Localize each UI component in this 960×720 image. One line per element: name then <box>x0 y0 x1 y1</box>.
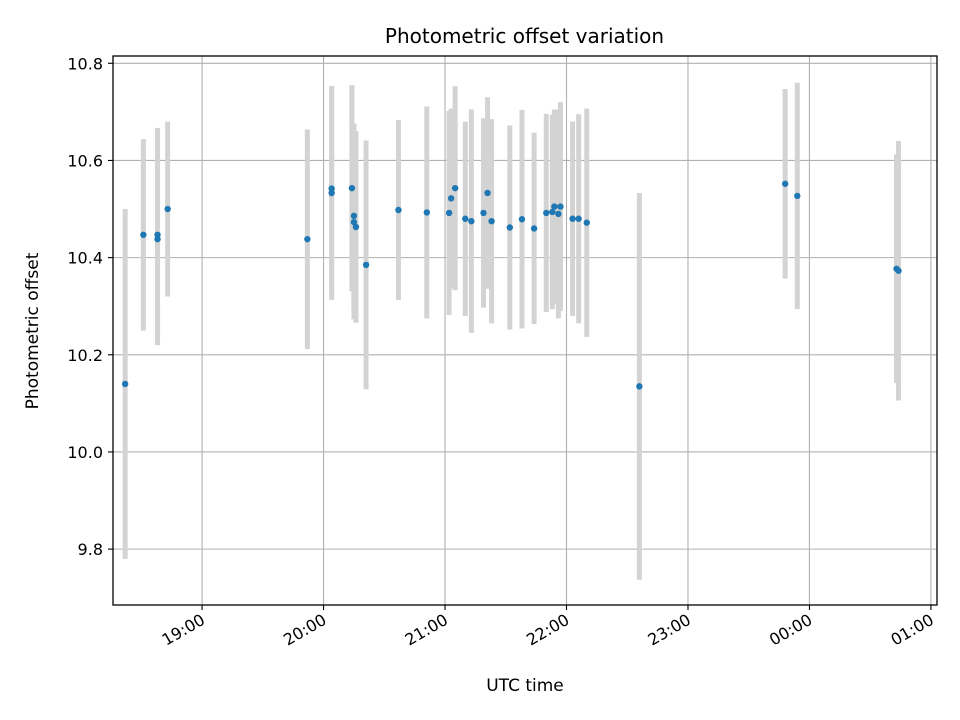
data-point <box>530 225 538 232</box>
data-point <box>447 195 455 202</box>
point-layer <box>121 180 902 390</box>
data-point <box>551 203 558 210</box>
data-point <box>468 217 475 225</box>
data-point <box>636 383 643 390</box>
data-point <box>480 209 487 217</box>
data-point <box>543 209 550 217</box>
data-point <box>555 210 562 218</box>
data-point <box>362 261 370 269</box>
plot-frame <box>112 55 938 606</box>
data-point <box>575 215 582 222</box>
data-point <box>328 185 335 192</box>
data-point <box>423 209 431 216</box>
data-point <box>506 224 514 231</box>
data-point <box>348 184 356 192</box>
data-point <box>484 189 491 197</box>
y-tick-label: 10.2 <box>67 346 103 365</box>
data-point <box>154 231 161 238</box>
data-point <box>350 212 358 220</box>
data-point <box>583 219 590 226</box>
data-point <box>352 223 360 231</box>
data-point <box>328 189 335 197</box>
chart-title: Photometric offset variation <box>385 24 664 48</box>
data-point <box>451 184 459 192</box>
data-point <box>557 203 564 210</box>
y-axis-title: Photometric offset <box>23 252 43 409</box>
data-point <box>794 192 801 200</box>
data-point <box>462 215 469 222</box>
data-point <box>154 235 161 243</box>
y-tick-label: 10.0 <box>67 443 103 462</box>
y-tick-label: 10.6 <box>67 151 103 170</box>
data-point <box>518 216 526 223</box>
grid-layer <box>113 56 937 605</box>
y-tick-label: 10.4 <box>67 249 103 268</box>
data-point <box>350 218 358 226</box>
data-point <box>549 208 556 216</box>
data-point <box>781 180 789 187</box>
x-axis-title: UTC time <box>486 676 564 696</box>
data-point <box>164 205 171 213</box>
data-point <box>140 231 147 238</box>
data-point <box>121 380 129 388</box>
y-tick-label: 10.8 <box>67 54 103 73</box>
y-tick-label: 9.8 <box>78 540 103 559</box>
data-point <box>488 217 495 225</box>
data-point <box>895 267 902 274</box>
data-point <box>304 235 311 243</box>
data-point <box>395 206 402 214</box>
data-point <box>445 209 453 217</box>
data-point <box>569 215 576 222</box>
